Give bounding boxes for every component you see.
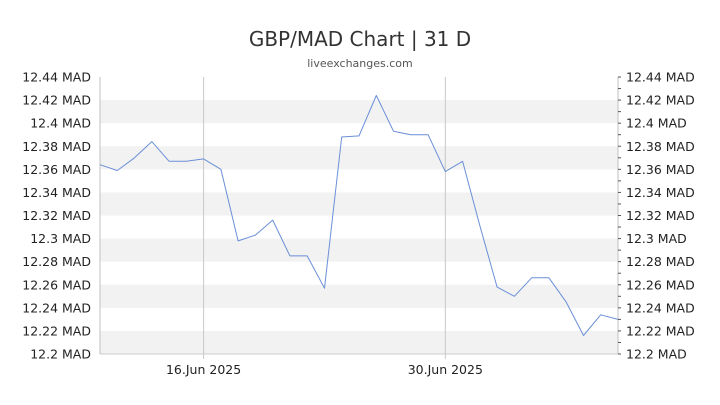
- y-tick-label-left: 12.32 MAD: [22, 208, 91, 223]
- x-tick-labels: 16.Jun 2025 30.Jun 2025: [166, 362, 483, 377]
- x-tick-label: 16.Jun 2025: [166, 362, 241, 377]
- y-tick-label-right: 12.26 MAD: [626, 277, 695, 292]
- grid-band: [100, 192, 618, 216]
- y-tick-label-left: 12.4 MAD: [30, 116, 91, 131]
- y-tick-label-left: 12.42 MAD: [22, 93, 91, 108]
- y-tick-label-left: 12.3 MAD: [30, 231, 91, 246]
- y-tick-label-left: 12.36 MAD: [22, 162, 91, 177]
- series-line: [99, 95, 619, 336]
- y-tick-labels-right: 12.44 MAD 12.42 MAD 12.4 MAD 12.38 MAD 12.36…: [626, 70, 695, 362]
- chart-title: GBP/MAD Chart | 31 D: [249, 27, 471, 51]
- y-tick-label-right: 12.34 MAD: [626, 185, 695, 200]
- y-tick-label-left: 12.22 MAD: [22, 323, 91, 338]
- vertical-gridlines: [203, 77, 446, 359]
- y-tick-label-right: 12.44 MAD: [626, 70, 695, 85]
- grid-band: [100, 238, 618, 262]
- grid-band: [100, 146, 618, 170]
- x-tick-label: 30.Jun 2025: [408, 362, 483, 377]
- y-tick-label-right: 12.38 MAD: [626, 139, 695, 154]
- y-tick-label-left: 12.44 MAD: [22, 70, 91, 85]
- minor-ticks: [618, 76, 621, 355]
- y-tick-label-left: 12.24 MAD: [22, 300, 91, 315]
- y-tick-label-right: 12.3 MAD: [626, 231, 687, 246]
- y-tick-label-left: 12.2 MAD: [30, 347, 91, 362]
- y-tick-label-right: 12.24 MAD: [626, 300, 695, 315]
- y-tick-label-right: 12.28 MAD: [626, 254, 695, 269]
- y-tick-label-left: 12.26 MAD: [22, 277, 91, 292]
- grid-band: [100, 100, 618, 124]
- y-tick-label-right: 12.4 MAD: [626, 116, 687, 131]
- grid-band: [100, 330, 618, 354]
- y-tick-label-right: 12.32 MAD: [626, 208, 695, 223]
- y-tick-label-left: 12.28 MAD: [22, 254, 91, 269]
- y-tick-label-right: 12.2 MAD: [626, 347, 687, 362]
- chart-subtitle: liveexchanges.com: [307, 57, 412, 70]
- series-group: [99, 95, 619, 336]
- grid-bands: [100, 100, 618, 354]
- y-tick-label-right: 12.42 MAD: [626, 93, 695, 108]
- y-tick-label-left: 12.38 MAD: [22, 139, 91, 154]
- y-tick-label-right: 12.22 MAD: [626, 323, 695, 338]
- grid-band: [100, 284, 618, 308]
- y-tick-labels-left: 12.44 MAD 12.42 MAD 12.4 MAD 12.38 MAD 12.36…: [22, 70, 91, 362]
- y-tick-label-left: 12.34 MAD: [22, 185, 91, 200]
- y-tick-label-right: 12.36 MAD: [626, 162, 695, 177]
